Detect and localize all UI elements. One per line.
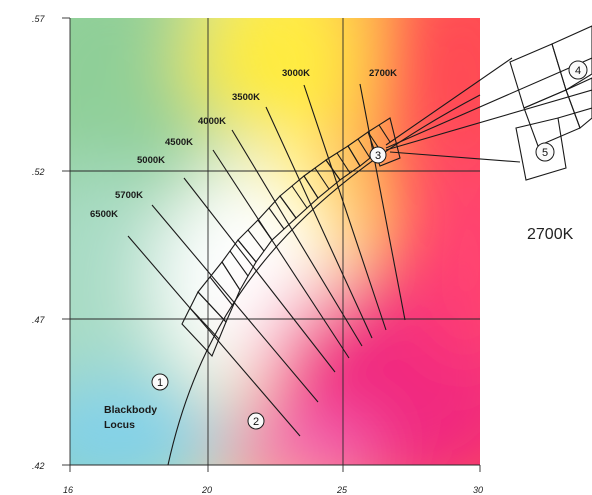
locus-label-line1: Blackbody — [104, 404, 157, 416]
isotherm-3000k — [303, 84, 387, 331]
marker-2: 2 — [247, 412, 265, 430]
svg-text:5: 5 — [542, 147, 548, 159]
x-tick-label: 25 — [336, 485, 348, 495]
blackbody-locus-curve — [167, 94, 481, 466]
y-tick-label: .52 — [32, 167, 45, 177]
svg-text:3: 3 — [375, 150, 381, 162]
locus-label-line2: Locus — [104, 419, 135, 431]
y-tick-label: .42 — [32, 461, 45, 471]
isotherm-2700k — [359, 83, 406, 321]
marker-1: 1 — [151, 373, 169, 391]
cct-label-5700k: 5700K — [115, 190, 143, 201]
svg-text:2: 2 — [253, 416, 259, 428]
isotherm-lines — [127, 83, 406, 437]
inset-caption: 2700K — [527, 226, 574, 243]
x-tick-label: 30 — [473, 485, 483, 495]
color-field — [70, 18, 480, 465]
quadrangle-grid — [181, 117, 401, 357]
svg-text:4: 4 — [575, 65, 581, 77]
y-tick-label: .47 — [32, 315, 46, 325]
y-tick-label: .57 — [32, 14, 46, 24]
marker-5: 5 — [535, 142, 555, 162]
cct-label-4500k: 4500K — [165, 137, 193, 148]
gridlines — [62, 17, 481, 472]
cct-label-2700k: 2700K — [369, 68, 397, 79]
isotherm-4000k — [231, 129, 363, 347]
callout-lines — [385, 57, 592, 163]
cct-label-5000k: 5000K — [137, 155, 165, 166]
isotherm-5000k — [183, 177, 336, 373]
isotherm-3500k — [265, 106, 373, 339]
isotherm-4500k — [212, 149, 350, 359]
isotherm-6500k — [127, 235, 301, 437]
svg-text:1: 1 — [157, 377, 163, 389]
cct-label-3000k: 3000K — [282, 68, 310, 79]
x-tick-label: 16 — [63, 485, 73, 495]
cct-label-6500k: 6500K — [90, 209, 118, 220]
cct-label-3500k: 3500K — [232, 92, 260, 103]
marker-4: 4 — [568, 60, 588, 80]
x-tick-label: 20 — [201, 485, 212, 495]
cct-label-4000k: 4000K — [198, 116, 226, 127]
marker-3: 3 — [369, 146, 387, 164]
isotherm-5700k — [151, 204, 319, 403]
inset-boxes — [509, 25, 592, 181]
